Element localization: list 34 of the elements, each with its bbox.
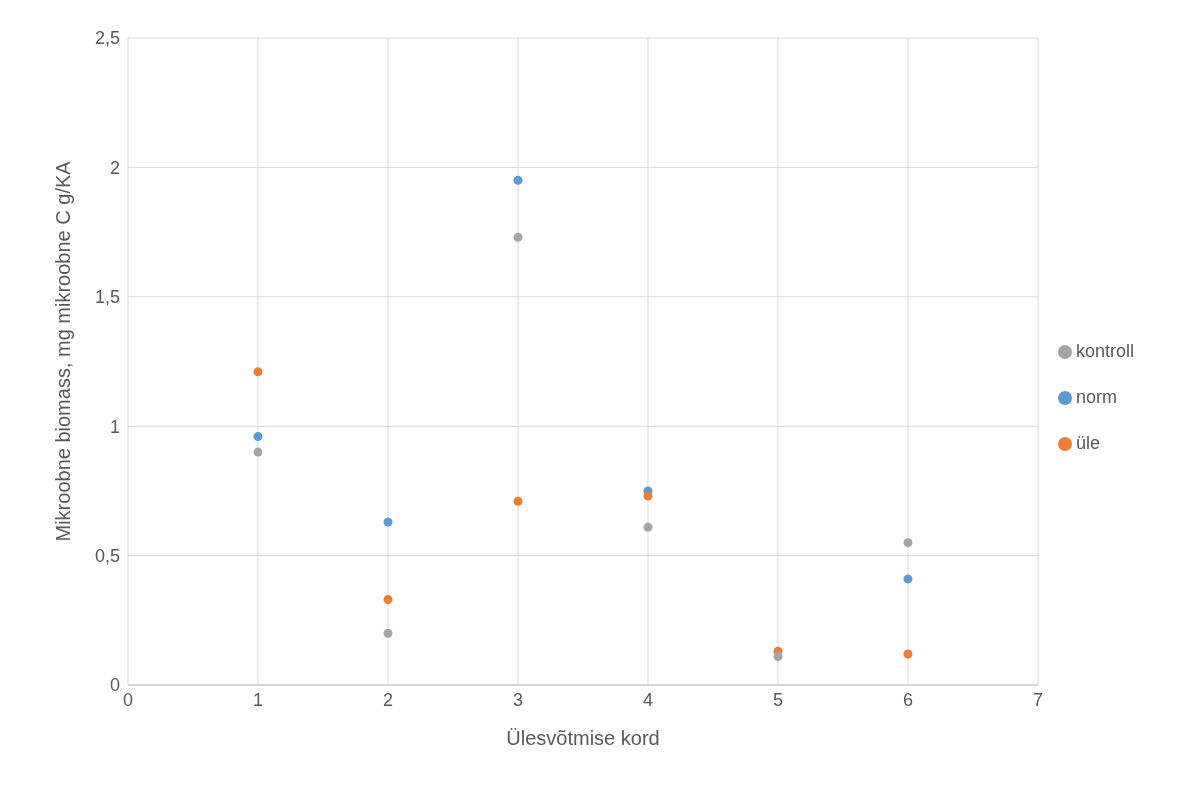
y-tick-label: 1 [109, 416, 120, 437]
y-tick-label: 1,5 [94, 287, 120, 308]
point [383, 628, 393, 638]
legend-label: norm [1075, 386, 1117, 407]
x-tick-label: 1 [252, 689, 263, 710]
point [513, 496, 523, 506]
x-tick-label: 0 [122, 689, 134, 710]
point [253, 447, 263, 457]
point [383, 517, 393, 527]
y-tick-label: 0,5 [94, 545, 120, 566]
point [643, 522, 653, 532]
point [903, 649, 913, 659]
legend-label: kontroll [1075, 340, 1134, 361]
x-tick-label: 4 [642, 689, 653, 710]
point [253, 432, 263, 442]
point [513, 232, 523, 242]
point [773, 652, 783, 662]
point [903, 538, 913, 548]
x-tick-label: 7 [1032, 689, 1043, 710]
point [903, 574, 913, 584]
x-tick-label: 2 [382, 689, 393, 710]
x-tick-label: 5 [772, 689, 783, 710]
legend-label: üle [1075, 432, 1100, 453]
point [643, 491, 653, 501]
y-tick-label: 2 [109, 157, 120, 178]
point [383, 595, 393, 605]
x-tick-label: 6 [902, 689, 913, 710]
point [513, 175, 523, 185]
point [253, 367, 263, 377]
y-tick-label: 2,5 [94, 28, 120, 49]
y-axis-title: Mikroobne biomass, mg mikroobne C g/KA [52, 160, 75, 542]
x-axis-title: Ülesvõtmise kord [506, 727, 660, 749]
x-tick-label: 3 [512, 689, 523, 710]
y-tick-label: 0 [109, 675, 120, 696]
